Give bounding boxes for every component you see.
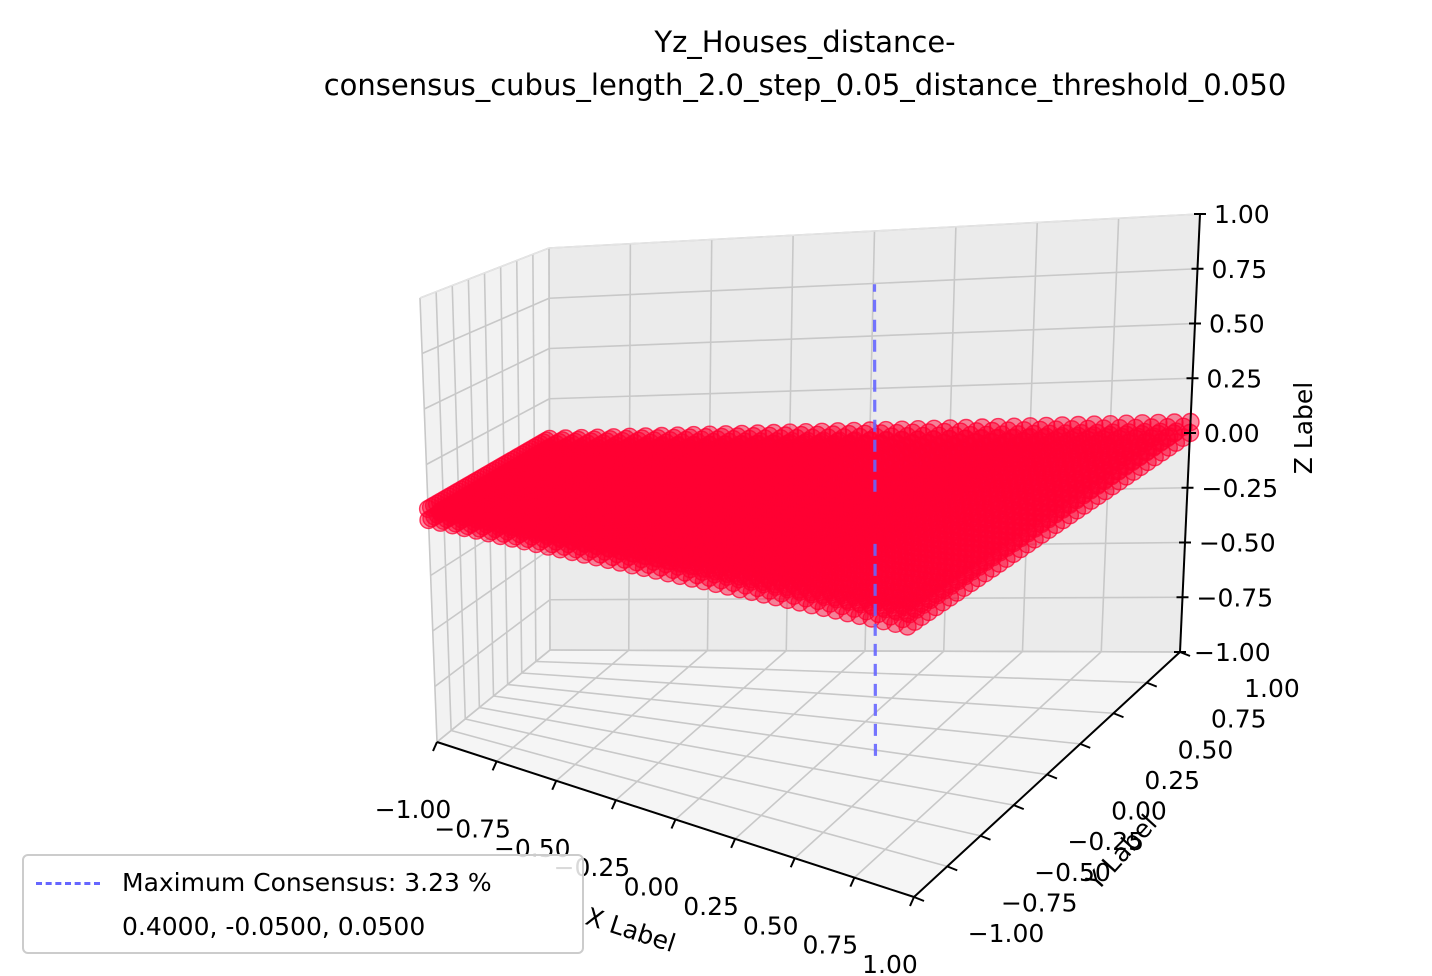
y-tick: [913, 896, 925, 902]
x-tick: [789, 857, 796, 868]
y-tick: [1079, 742, 1091, 749]
grid-line: [493, 695, 1048, 776]
x-tick: [551, 780, 558, 791]
grid-line: [853, 651, 1102, 879]
x-tick-label: 1.00: [862, 950, 918, 976]
chart-title-line-1: Yz_Houses_distance-: [654, 25, 956, 59]
x-axis-label: X Label: [582, 902, 679, 958]
grid-line: [549, 267, 1198, 300]
y-tick: [1146, 681, 1158, 688]
x-tick: [670, 819, 677, 829]
y-tick-label: −0.75: [1001, 888, 1078, 917]
z-tick-label: −0.25: [1202, 474, 1279, 503]
x-tick: [849, 877, 856, 888]
z-tick-label: 0.50: [1209, 310, 1265, 339]
z-tick-label: 0.25: [1207, 364, 1263, 393]
z-tick-label: 1.00: [1214, 200, 1270, 229]
chart-title-line-2: consensus_cubus_length_2.0_step_0.05_dis…: [323, 68, 1287, 102]
x-tick-label: 0.75: [803, 931, 859, 960]
x-tick: [432, 741, 438, 752]
y-tick: [1013, 804, 1025, 811]
z-axis-label: Z Label: [1289, 382, 1318, 475]
y-tick-label: 0.75: [1211, 705, 1267, 734]
legend-dashed-line-icon: [36, 882, 100, 885]
x-tick-label: 0.50: [743, 911, 799, 940]
pane-edge: [419, 213, 1201, 299]
grid-line: [507, 683, 1081, 745]
x-tick: [610, 799, 617, 810]
legend: Maximum Consensus: 3.23 % 0.4000, -0.050…: [22, 854, 584, 954]
x-tick: [730, 838, 737, 849]
x-tick-label: 0.25: [683, 892, 739, 921]
grid-line: [535, 660, 1147, 684]
grid-line: [549, 377, 1193, 400]
y-tick: [1113, 712, 1124, 719]
grid-line: [425, 398, 550, 466]
legend-entry-consensus: Maximum Consensus: 3.23 %: [122, 868, 492, 897]
y-tick-label: 0.50: [1178, 735, 1234, 764]
y-tick: [1046, 773, 1058, 780]
y-tick-label: 0.25: [1144, 766, 1200, 795]
scatter-point: [898, 603, 917, 623]
y-tick: [946, 865, 958, 872]
x-tick: [491, 760, 498, 771]
y-tick-label: −1.00: [968, 919, 1045, 948]
y-tick-label: 1.00: [1244, 674, 1300, 703]
z-tick-label: −0.50: [1199, 529, 1276, 558]
grid-line: [549, 649, 1181, 653]
legend-entry-coordinates: 0.4000, -0.0500, 0.0500: [122, 912, 426, 941]
x-tick-label: 0.00: [624, 873, 680, 902]
grid-line: [423, 347, 550, 410]
z-tick-label: −0.75: [1197, 583, 1274, 612]
z-tick-label: 0.75: [1212, 255, 1268, 284]
x-tick: [909, 896, 915, 907]
y-tick: [980, 834, 991, 841]
grid-line: [734, 650, 945, 840]
z-tick-label: −1.00: [1194, 638, 1271, 667]
grid-line: [794, 650, 1024, 859]
z-tick-label: 0.00: [1204, 419, 1260, 448]
grid-line: [421, 297, 550, 355]
grid-line: [521, 672, 1114, 715]
grid-line: [549, 322, 1196, 350]
